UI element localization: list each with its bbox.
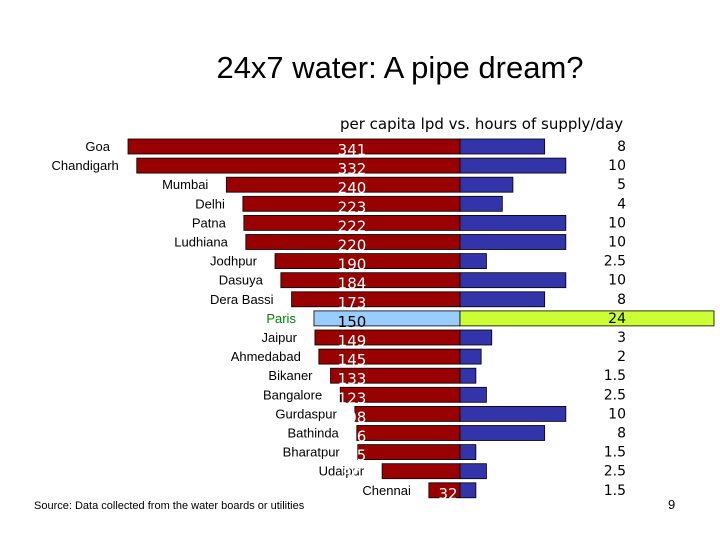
- hours-bar-bikaner: [459, 367, 477, 384]
- hours-bar-goa: [459, 138, 546, 155]
- category-label-ahmedabad: Ahmedabad: [231, 349, 301, 364]
- hours-bar-bharatpur: [459, 444, 477, 461]
- hours-bar-ahmedabad: [459, 348, 482, 365]
- hours-bar-gurdaspur: [459, 405, 567, 422]
- lpd-value-label-paris: 150: [338, 313, 367, 331]
- hours-bar-chennai: [459, 482, 477, 499]
- lpd-value-label-udaipur: 80: [342, 466, 361, 484]
- hours-value-label-bharatpur: 1.5: [604, 445, 626, 461]
- lpd-value-label-bharatpur: 105: [338, 447, 367, 465]
- category-label-dera-bassi: Dera Bassi: [210, 292, 274, 307]
- category-label-ludhiana: Ludhiana: [174, 235, 228, 250]
- hours-value-label-udaipur: 2.5: [604, 464, 626, 480]
- slide-title: 24x7 water: A pipe dream?: [216, 50, 584, 85]
- lpd-value-label-dera-bassi: 173: [338, 294, 367, 312]
- hours-bar-paris: [459, 310, 715, 327]
- hours-bar-jaipur: [459, 329, 493, 346]
- lpd-bar-dasuya: [280, 272, 461, 289]
- lpd-value-label-bangalore: 123: [338, 389, 367, 407]
- category-label-bathinda: Bathinda: [287, 426, 339, 441]
- lpd-value-label-mumbai: 240: [338, 179, 367, 197]
- hours-bar-patna: [459, 214, 567, 231]
- hours-value-label-patna: 10: [608, 215, 626, 231]
- lpd-bar-goa: [127, 138, 461, 155]
- chart-subtitle: per capita lpd vs. hours of supply/day: [340, 115, 624, 133]
- lpd-bar-chandigarh: [136, 157, 461, 174]
- hours-value-label-mumbai: 5: [617, 177, 626, 193]
- hours-bar-ludhiana: [459, 234, 567, 250]
- hours-bar-jodhpur: [459, 253, 487, 270]
- hours-value-label-chandigarh: 10: [608, 158, 626, 174]
- category-label-patna: Patna: [192, 215, 227, 230]
- hours-bar-dasuya: [459, 272, 567, 289]
- lpd-bar-jodhpur: [274, 253, 461, 270]
- category-label-goa: Goa: [85, 139, 110, 154]
- hours-value-label-paris: 24: [608, 311, 626, 327]
- lpd-bar-bathinda: [356, 425, 461, 441]
- lpd-bar-udaipur: [381, 463, 461, 480]
- hours-value-label-jodhpur: 2.5: [604, 254, 626, 270]
- lpd-value-label-delhi: 223: [338, 198, 367, 216]
- category-label-gurdaspur: Gurdaspur: [275, 406, 337, 421]
- lpd-value-label-jodhpur: 190: [338, 256, 367, 274]
- category-label-jodhpur: Jodhpur: [210, 254, 258, 269]
- category-label-udaipur: Udaipur: [319, 464, 365, 479]
- hours-value-label-ludhiana: 10: [608, 235, 626, 251]
- lpd-value-label-chandigarh: 332: [338, 160, 367, 178]
- lpd-value-label-dasuya: 184: [338, 275, 367, 293]
- hours-value-label-gurdaspur: 10: [608, 406, 626, 422]
- category-label-mumbai: Mumbai: [162, 177, 208, 192]
- hours-value-label-goa: 8: [617, 139, 626, 155]
- hours-bar-chandigarh: [459, 157, 567, 174]
- hours-value-label-ahmedabad: 2: [617, 349, 626, 365]
- category-label-bikaner: Bikaner: [268, 368, 313, 383]
- category-label-bangalore: Bangalore: [263, 387, 322, 402]
- category-label-paris: Paris: [266, 311, 296, 326]
- lpd-value-label-gurdaspur: 108: [338, 408, 367, 426]
- hours-value-label-dasuya: 10: [608, 273, 626, 289]
- hours-value-label-dera-bassi: 8: [617, 292, 626, 308]
- category-label-chennai: Chennai: [362, 483, 411, 498]
- hours-bar-mumbai: [459, 176, 514, 193]
- hours-bar-bangalore: [459, 386, 487, 403]
- hours-bar-udaipur: [459, 463, 487, 480]
- hours-value-label-bangalore: 2.5: [604, 387, 626, 403]
- category-label-chandigarh: Chandigarh: [52, 158, 119, 173]
- lpd-bar-dera-bassi: [291, 291, 461, 308]
- category-label-jaipur: Jaipur: [262, 330, 298, 345]
- hours-value-label-chennai: 1.5: [604, 483, 626, 499]
- hours-value-label-delhi: 4: [617, 196, 626, 212]
- category-label-delhi: Delhi: [195, 196, 225, 211]
- category-label-dasuya: Dasuya: [219, 273, 264, 288]
- lpd-value-label-ludhiana: 220: [338, 237, 367, 255]
- lpd-value-label-chennai: 32: [438, 485, 457, 503]
- lpd-value-label-patna: 222: [338, 217, 367, 235]
- lpd-value-label-bathinda: 106: [338, 428, 367, 446]
- hours-value-label-bathinda: 8: [617, 426, 626, 442]
- lpd-bar-paris: [313, 310, 461, 327]
- lpd-bar-bharatpur: [357, 444, 461, 461]
- category-label-bharatpur: Bharatpur: [283, 445, 341, 460]
- lpd-value-label-bikaner: 133: [338, 370, 367, 388]
- hours-bar-dera-bassi: [459, 291, 546, 308]
- lpd-value-label-ahmedabad: 145: [338, 351, 367, 369]
- source-note: Source: Data collected from the water bo…: [34, 500, 305, 512]
- slide-number: 9: [668, 497, 676, 512]
- hours-value-label-jaipur: 3: [617, 330, 626, 346]
- lpd-bar-gurdaspur: [354, 405, 461, 422]
- lpd-value-label-jaipur: 149: [338, 332, 367, 350]
- hours-bar-bathinda: [459, 425, 546, 441]
- lpd-value-label-goa: 341: [338, 141, 367, 159]
- hours-bar-delhi: [459, 195, 503, 212]
- hours-value-label-bikaner: 1.5: [604, 368, 626, 384]
